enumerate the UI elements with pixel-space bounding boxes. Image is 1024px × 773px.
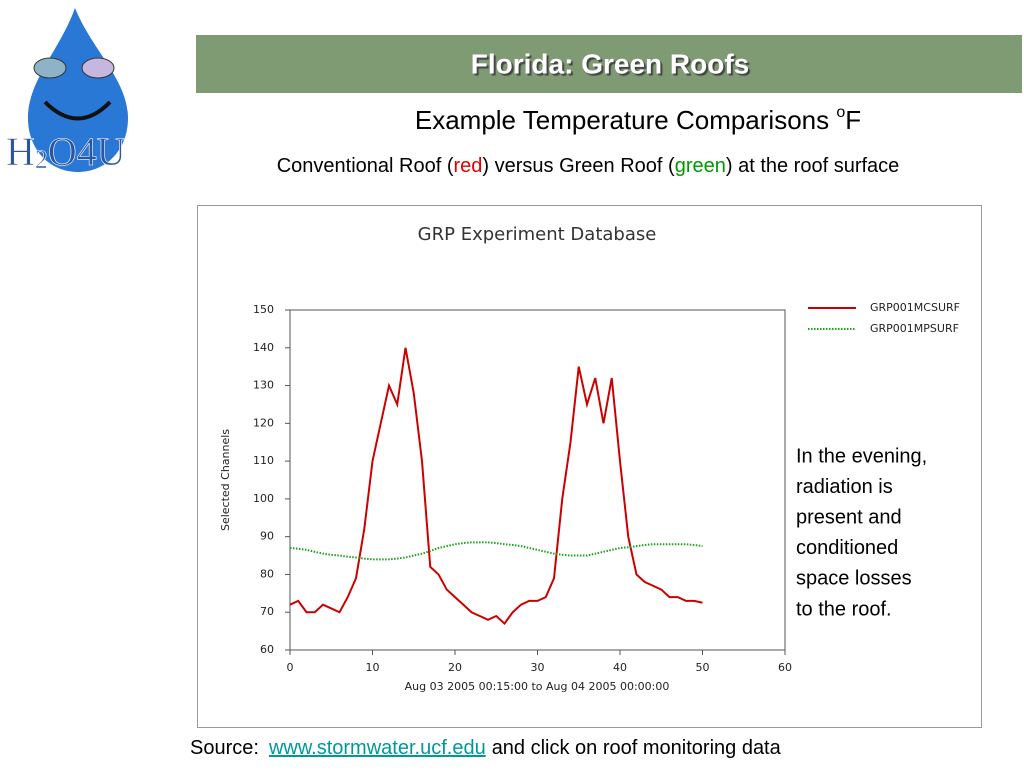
caption-part: green [675,155,726,177]
logo-lens [81,57,115,79]
x-tick-label: 0 [287,661,294,674]
note-line: to the roof. [796,598,892,620]
series-line [289,347,703,626]
source: Source: www.stormwater.ucf.edu and click o… [190,737,782,759]
subtitle-part: o [836,104,845,121]
note-line: In the evening, [796,445,927,467]
x-tick-label: 40 [613,661,627,674]
x-tick-label: 10 [366,661,380,674]
legend-label: GRP001MCSURF [870,301,960,314]
x-tick-label: 60 [778,661,792,674]
y-tick-label: 90 [260,530,274,543]
y-tick-label: 120 [253,416,274,429]
y-tick-label: 60 [260,643,274,656]
slide-caption: Conventional Roof (red) versus Green Roo… [277,155,900,177]
logo-smile [43,100,112,121]
logo-text: H2O4U [6,129,126,174]
y-tick-label: 130 [253,379,274,392]
caption-part: ) versus Green Roof ( [482,155,675,177]
y-tick-label: 150 [253,303,274,316]
y-tick-label: 110 [253,454,274,467]
title-bar [196,35,1022,93]
subtitle-part: F [845,105,861,135]
x-tick-label: 20 [448,661,462,674]
source-link[interactable]: www.stormwater.ucf.edu [268,737,486,759]
caption-part: ) at the roof surface [726,155,899,177]
y-tick-label: 140 [253,341,274,354]
caption-part: Conventional Roof ( [277,155,454,177]
note-line: conditioned [796,537,898,559]
note-line: space losses [796,568,912,590]
logo: H2O4U [6,8,128,174]
source-part: and click on roof monitoring data [492,737,782,759]
x-tick-label: 30 [531,661,545,674]
logo-part: 2 [35,145,48,174]
source-part: Source: [190,737,259,759]
caption-part: red [454,155,483,177]
slide-title: Florida: Green Roofs [471,48,749,79]
legend-label: GRP001MPSURF [870,322,959,335]
note-line: present and [796,506,902,528]
logo-part: O4U [48,129,126,174]
slide-subtitle: Example Temperature Comparisons oF [415,104,861,135]
note: In the evening, radiation is present and co… [796,445,927,620]
y-tick-label: 80 [260,567,274,580]
note-line: radiation is [796,476,893,498]
logo-drop [28,8,128,172]
y-axis-label: Selected Channels [219,429,232,531]
logo-part: H [6,129,35,174]
series-line [289,541,703,561]
y-tick-label: 70 [260,605,274,618]
x-tick-label: 50 [696,661,710,674]
y-tick-label: 100 [253,492,274,505]
logo-lens [33,57,67,79]
plot-area [289,309,786,651]
subtitle-part: Example Temperature Comparisons [415,105,836,135]
x-axis-label: Aug 03 2005 00:15:00 to Aug 04 2005 00:0… [405,680,670,693]
chart-title: GRP Experiment Database [418,224,657,245]
